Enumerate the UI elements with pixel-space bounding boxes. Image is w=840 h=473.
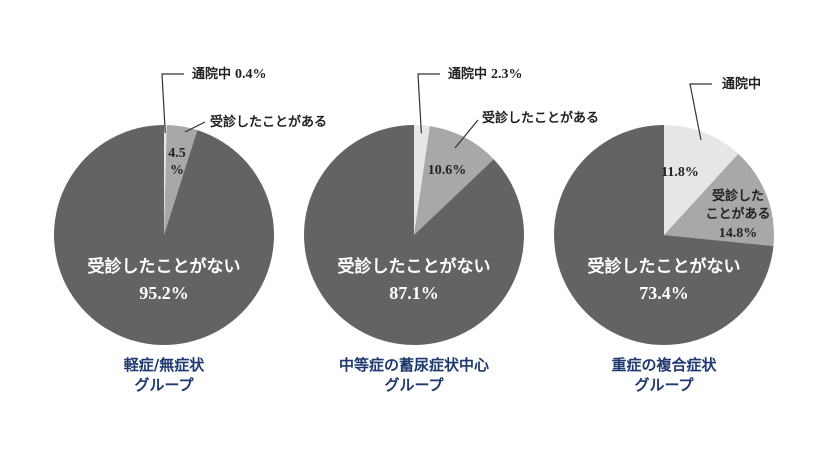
slice-value: 11.8% (661, 165, 699, 180)
leader-line (417, 73, 440, 134)
chart-title: グループ (634, 376, 694, 394)
chart-title: グループ (384, 376, 444, 394)
pie-slice (414, 126, 494, 235)
slice-label: 受診したことがある (210, 114, 327, 130)
slice-label: 受診したことがない (88, 256, 241, 277)
pie-slice (164, 125, 167, 235)
slice-value: 87.1% (389, 283, 439, 303)
pie-chart-2: 通院中 2.3% 受診したことがある 10.6% 受診したことがない 87.1% 中等症の蓄… (303, 66, 599, 394)
slice-value: 4.5 (168, 146, 186, 161)
leader-line (184, 121, 206, 133)
slice-value: % (170, 163, 184, 178)
pie-chart-1: 通院中 0.4% 受診したことがある 4.5% 受診したことがない 95.2% 軽症/無症状… (54, 66, 327, 394)
pie-slice (553, 124, 774, 345)
slice-value: 73.4% (639, 283, 689, 303)
leader-line (454, 119, 479, 149)
pie-slice (303, 125, 524, 345)
slice-value: 10.6% (428, 163, 467, 178)
pie-slice (664, 153, 774, 247)
slice-label: 通院中 0.4% (192, 66, 267, 82)
chart-title: 軽症/無症状 (124, 356, 205, 374)
chart-title: 中等症の蓄尿症状中心 (339, 356, 489, 374)
slice-label: 受診したことがない (588, 256, 741, 277)
slice-label: 受診したことがない (338, 256, 491, 277)
slice-label: 通院中 (722, 76, 761, 92)
slice-value: 2.3% (491, 67, 523, 82)
slice-value: 95.2% (139, 283, 189, 303)
slice-label: 通院中 2.3% (448, 66, 523, 82)
slice-label: ことがある (705, 206, 770, 222)
pie-slice (54, 125, 274, 345)
chart-title: 重症の複合症状 (611, 356, 717, 374)
slice-label: 受診した (712, 188, 764, 204)
slice-label: 受診したことがある (482, 110, 599, 126)
pie-slice (164, 125, 198, 235)
leader-line (161, 73, 184, 134)
slice-value: 0.4% (235, 67, 267, 82)
slice-value: 14.8% (719, 226, 758, 241)
pie-chart-3: 通院中 11.8% 受診したことがある 14.8% 受診したことがない 73.4% 重症の複… (553, 76, 774, 394)
pie-slice (414, 125, 430, 235)
leader-line (689, 83, 712, 141)
chart-title: グループ (134, 376, 194, 394)
pie-slice (664, 125, 739, 235)
